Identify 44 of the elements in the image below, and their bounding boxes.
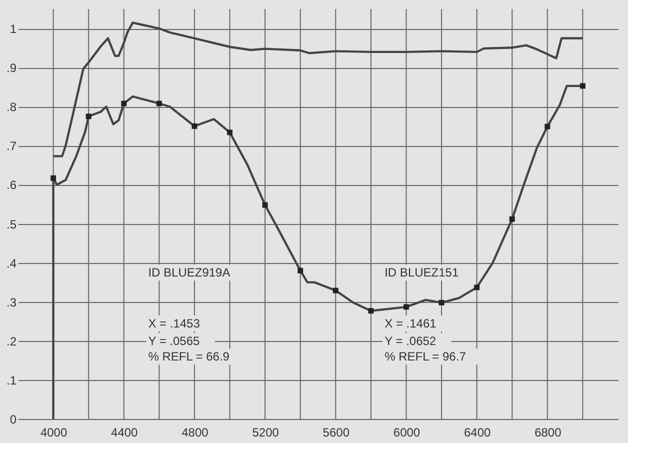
x-tick-label: 5600 <box>322 426 350 440</box>
y-tick-label: 1 <box>10 22 17 36</box>
annotation: ID BLUEZ919A <box>148 266 230 280</box>
y-tick-label: .9 <box>6 61 17 76</box>
y-tick-label: .5 <box>6 217 17 232</box>
y-tick-label: .3 <box>6 295 17 310</box>
point <box>227 130 233 136</box>
annotation: X = .1453 <box>148 316 200 330</box>
x-tick-label: 6400 <box>464 426 491 440</box>
point <box>474 284 480 290</box>
point <box>509 216 515 222</box>
line-series <box>52 22 584 158</box>
annotation: % REFL = 66.9 <box>148 350 230 364</box>
point <box>544 124 550 130</box>
point <box>156 100 162 106</box>
x-tick-label: 4400 <box>111 426 138 440</box>
x-tick-label: 4800 <box>182 426 209 440</box>
x-tick-label: 6800 <box>534 426 562 440</box>
x-tick-label: 4000 <box>40 426 68 440</box>
point <box>121 100 127 106</box>
point <box>298 268 304 274</box>
point <box>403 304 409 310</box>
annotation: % REFL = 96.7 <box>384 350 466 364</box>
annotation: Y = .0652 <box>384 334 436 348</box>
y-tick-label: .8 <box>6 100 17 114</box>
y-tick-label: .7 <box>6 139 17 154</box>
annotation: Y = .0565 <box>148 334 200 348</box>
x-tick-label: 5200 <box>252 426 280 440</box>
point <box>438 300 444 306</box>
point <box>50 175 56 181</box>
point <box>332 288 338 294</box>
y-tick-label: .4 <box>6 256 17 270</box>
x-tick-label: 6000 <box>393 426 420 440</box>
point <box>368 308 374 314</box>
y-tick-label: .2 <box>6 334 17 348</box>
annotation: ID BLUEZ151 <box>384 266 459 280</box>
y-tick-label: .6 <box>6 178 17 192</box>
annotation: X = .1461 <box>384 316 437 330</box>
point <box>262 202 268 208</box>
point <box>580 83 586 89</box>
y-tick-label: .1 <box>6 373 17 388</box>
point <box>192 123 198 129</box>
y-tick-label: 0 <box>10 412 17 426</box>
point <box>86 114 92 120</box>
